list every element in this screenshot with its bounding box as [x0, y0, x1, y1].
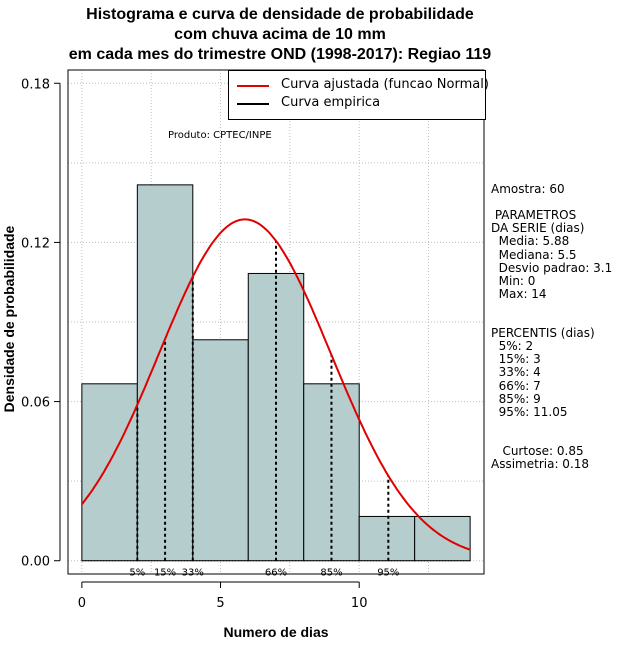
y-axis-label: Densidade de probabilidade [1, 225, 17, 413]
legend-label-fitted: Curva ajustada (funcao Normal) [281, 77, 489, 92]
y-tick-label: 0.12 [21, 236, 50, 251]
histogram-bar [81, 383, 138, 562]
stats-line: Min: 0 [491, 273, 536, 288]
histogram-bar [358, 515, 416, 562]
stats-line: 66%: 7 [491, 378, 541, 393]
stats-line: 33%: 4 [491, 365, 541, 380]
stats-line: PERCENTIS (dias) [491, 326, 595, 341]
x-tick-label: 10 [351, 596, 368, 611]
y-tick-label: 0.06 [21, 396, 50, 411]
stats-line: 85%: 9 [491, 391, 541, 406]
stats-line: Assimetria: 0.18 [491, 457, 590, 472]
stats-line: 95%: 11.05 [491, 404, 568, 419]
stats-line: Amostra: 60 [491, 182, 565, 196]
percentile-label: 5% [129, 568, 145, 579]
stats-line: Media: 5.88 [491, 234, 570, 249]
legend-swatch-black [237, 103, 269, 105]
fitted-normal-curve [81, 218, 471, 551]
legend-swatch-red [237, 85, 269, 87]
percentile-label: 33% [182, 568, 204, 579]
legend-label-empirical: Curva empirica [281, 95, 381, 110]
stats-line: Mediana: 5.5 [491, 247, 577, 262]
stats-line: DA SERIE (dias) [491, 221, 585, 236]
stats-line: Curtose: 0.85 [491, 444, 584, 458]
x-tick-label: 5 [216, 596, 224, 611]
chart-title-line-3: em cada mes do trimestre OND (1998-2017)… [68, 46, 492, 63]
x-tick-label: 0 [78, 596, 86, 611]
percentile-label: 15% [154, 568, 176, 579]
percentile-label: 66% [265, 568, 287, 579]
product-credit: Produto: CPTEC/INPE [168, 130, 272, 141]
y-tick-label: 0.00 [21, 555, 50, 570]
percentile-label: 95% [377, 568, 399, 579]
histogram-bar [303, 383, 360, 562]
stats-line: 15%: 3 [491, 352, 541, 367]
stats-line: Desvio padrao: 3.1 [491, 260, 613, 275]
chart-title-line-1: Histograma e curva de densidade de proba… [86, 6, 474, 23]
histogram-bar [414, 515, 471, 562]
histogram-bar [247, 272, 305, 562]
y-tick-label: 0.18 [21, 77, 50, 92]
stats-line: PARAMETROS [491, 208, 577, 223]
x-axis-label: Numero de dias [223, 624, 329, 640]
stats-line: 5%: 2 [491, 339, 534, 354]
chart-legend: Curva ajustada (funcao Normal) Curva emp… [228, 70, 489, 120]
histogram-bar [192, 339, 249, 562]
percentile-label: 85% [320, 568, 342, 579]
chart-title-line-2: com chuva acima de 10 mm [174, 26, 386, 43]
stats-line: Max: 14 [491, 286, 547, 301]
